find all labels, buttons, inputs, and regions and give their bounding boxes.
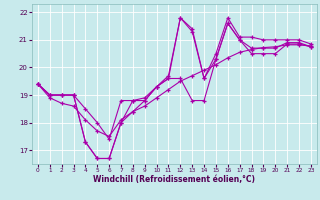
X-axis label: Windchill (Refroidissement éolien,°C): Windchill (Refroidissement éolien,°C) — [93, 175, 255, 184]
